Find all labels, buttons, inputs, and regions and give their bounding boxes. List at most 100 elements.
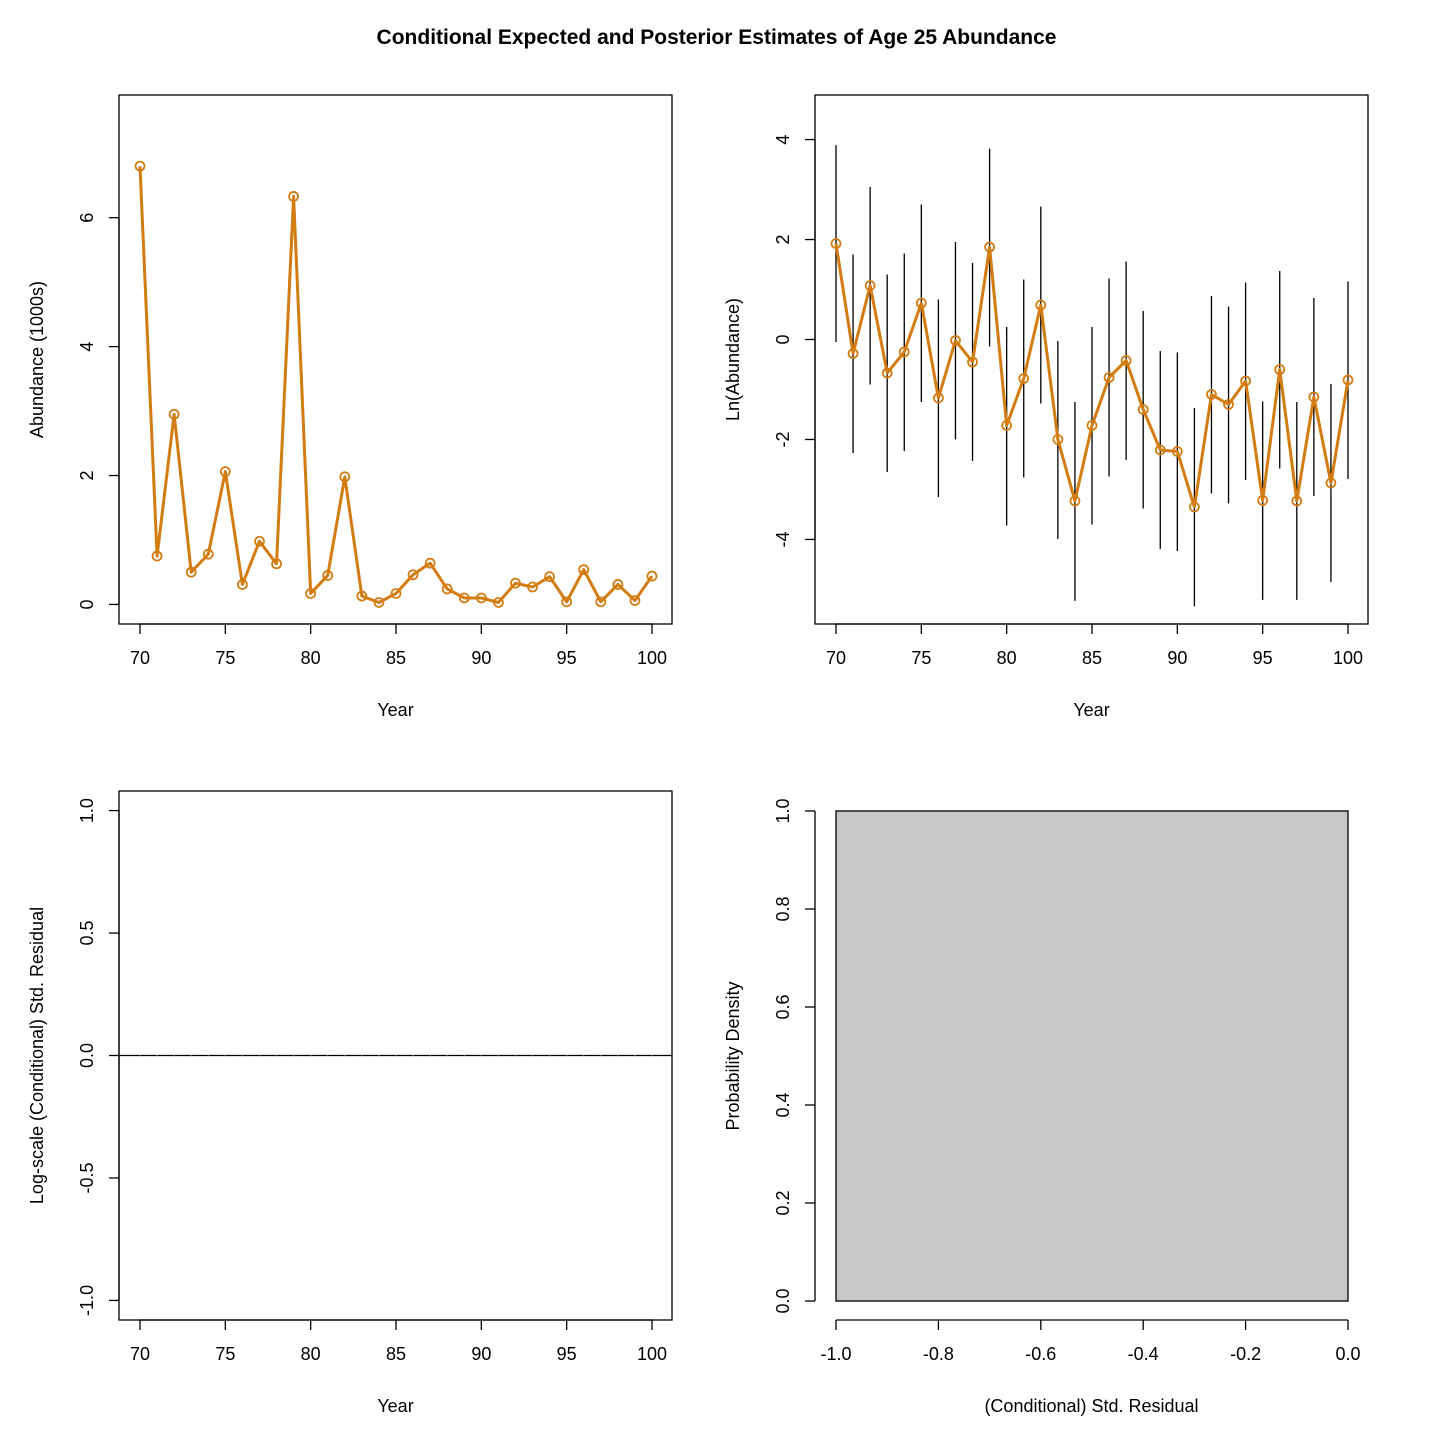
x-tick-label: 85 (1082, 648, 1102, 668)
data-point (492, 597, 504, 608)
x-tick-label: 90 (471, 648, 491, 668)
residual-point (395, 1054, 397, 1057)
x-tick-label: 100 (1333, 648, 1363, 668)
data-point (646, 570, 658, 582)
data-point (1171, 446, 1183, 457)
data-point (441, 583, 453, 595)
data-point (578, 564, 590, 576)
data-point (1223, 399, 1234, 410)
data-point (933, 392, 944, 404)
data-point (1240, 375, 1251, 387)
residual-point (292, 1054, 295, 1057)
x-tick-label: 90 (471, 1344, 491, 1364)
x-tick-label: 95 (557, 648, 577, 668)
data-point (390, 588, 402, 599)
x-axis-label: Year (377, 1396, 413, 1416)
x-axis-label: (Conditional) Std. Residual (984, 1396, 1198, 1416)
residual-point (309, 1054, 312, 1057)
std-residual-panel: 70 75 80 85 90 95 100 Year -1.0 -0.5 0.0 0.5 1.0 Log-… (27, 790, 673, 1416)
residual-point (258, 1054, 261, 1057)
y-tick-label: 2 (773, 235, 793, 245)
data-point (967, 356, 978, 368)
histogram-bar (835, 810, 1349, 1302)
data-point (629, 595, 641, 606)
x-tick-label: -0.8 (923, 1344, 954, 1364)
data-point (1189, 501, 1200, 513)
data-point (881, 367, 893, 379)
data-point (915, 297, 927, 309)
y-tick-label: 0.0 (773, 1288, 793, 1313)
y-tick-label: 0.5 (77, 921, 97, 946)
x-axis-label: Year (377, 700, 413, 720)
y-axis-label: Probability Density (723, 981, 743, 1130)
y-tick-label: -0.5 (77, 1162, 97, 1193)
residual-point (190, 1054, 192, 1057)
data-point (288, 191, 300, 202)
data-point (219, 466, 231, 478)
residual-point (446, 1054, 449, 1057)
series-line (834, 243, 1350, 509)
residual-point (651, 1054, 653, 1057)
y-tick-label: -4 (773, 531, 793, 547)
residual-point (326, 1054, 329, 1057)
data-point (864, 280, 876, 291)
series-line (138, 166, 654, 604)
data-point (407, 569, 419, 581)
data-point (202, 548, 214, 560)
data-point (510, 577, 521, 589)
x-axis-label: Year (1073, 700, 1109, 720)
residual-point (565, 1054, 568, 1057)
y-tick-label: 2 (77, 471, 97, 481)
residual-point (344, 1054, 346, 1057)
x-tick-label: 70 (130, 1344, 150, 1364)
x-tick-label: 80 (301, 1344, 321, 1364)
y-tick-label: 1.0 (77, 798, 97, 823)
x-tick-label: 85 (386, 1344, 406, 1364)
x-tick-label: 80 (997, 648, 1017, 668)
data-point (305, 588, 317, 599)
data-point (254, 535, 265, 547)
data-point (1103, 372, 1115, 383)
data-point (527, 581, 538, 593)
x-tick-label: 95 (557, 1344, 577, 1364)
y-tick-label: 4 (773, 135, 793, 145)
data-point (830, 238, 842, 249)
x-tick-label: -0.2 (1230, 1344, 1261, 1364)
data-point (1086, 420, 1098, 431)
x-tick-label: 0.0 (1335, 1344, 1360, 1364)
data-point (458, 592, 470, 604)
data-point (356, 590, 368, 602)
residual-point (412, 1054, 414, 1057)
x-tick-label: 95 (1253, 648, 1273, 668)
data-point (1206, 389, 1217, 400)
y-tick-label: 4 (77, 342, 97, 352)
x-tick-label: 85 (386, 648, 406, 668)
data-point (1291, 495, 1303, 507)
data-point (1018, 373, 1030, 384)
residual-point (361, 1054, 363, 1057)
data-point (271, 558, 282, 570)
y-tick-label: -1.0 (77, 1285, 97, 1316)
residual-point (582, 1054, 585, 1057)
data-point (1069, 495, 1081, 507)
y-tick-label: 0.8 (773, 896, 793, 921)
residual-point (514, 1054, 517, 1057)
y-axis-label: Abundance (1000s) (27, 281, 47, 438)
x-tick-label: 70 (826, 648, 846, 668)
residual-point (531, 1054, 534, 1057)
y-tick-label: -2 (773, 431, 793, 447)
y-tick-label: 0 (77, 599, 97, 609)
y-tick-label: 0.6 (773, 994, 793, 1019)
y-tick-label: 1.0 (773, 798, 793, 823)
data-point (373, 597, 385, 608)
data-point (1154, 444, 1166, 456)
data-point (1274, 364, 1286, 375)
data-point (561, 596, 573, 608)
residual-point (497, 1054, 500, 1057)
residual-point (378, 1054, 380, 1057)
data-point (168, 408, 180, 420)
ln-abundance-panel: 70 75 80 85 90 95 100 Year -4 -2 0 2 4 Ln(Abundance) (723, 94, 1369, 720)
data-point (185, 566, 197, 578)
data-point (1137, 404, 1149, 415)
